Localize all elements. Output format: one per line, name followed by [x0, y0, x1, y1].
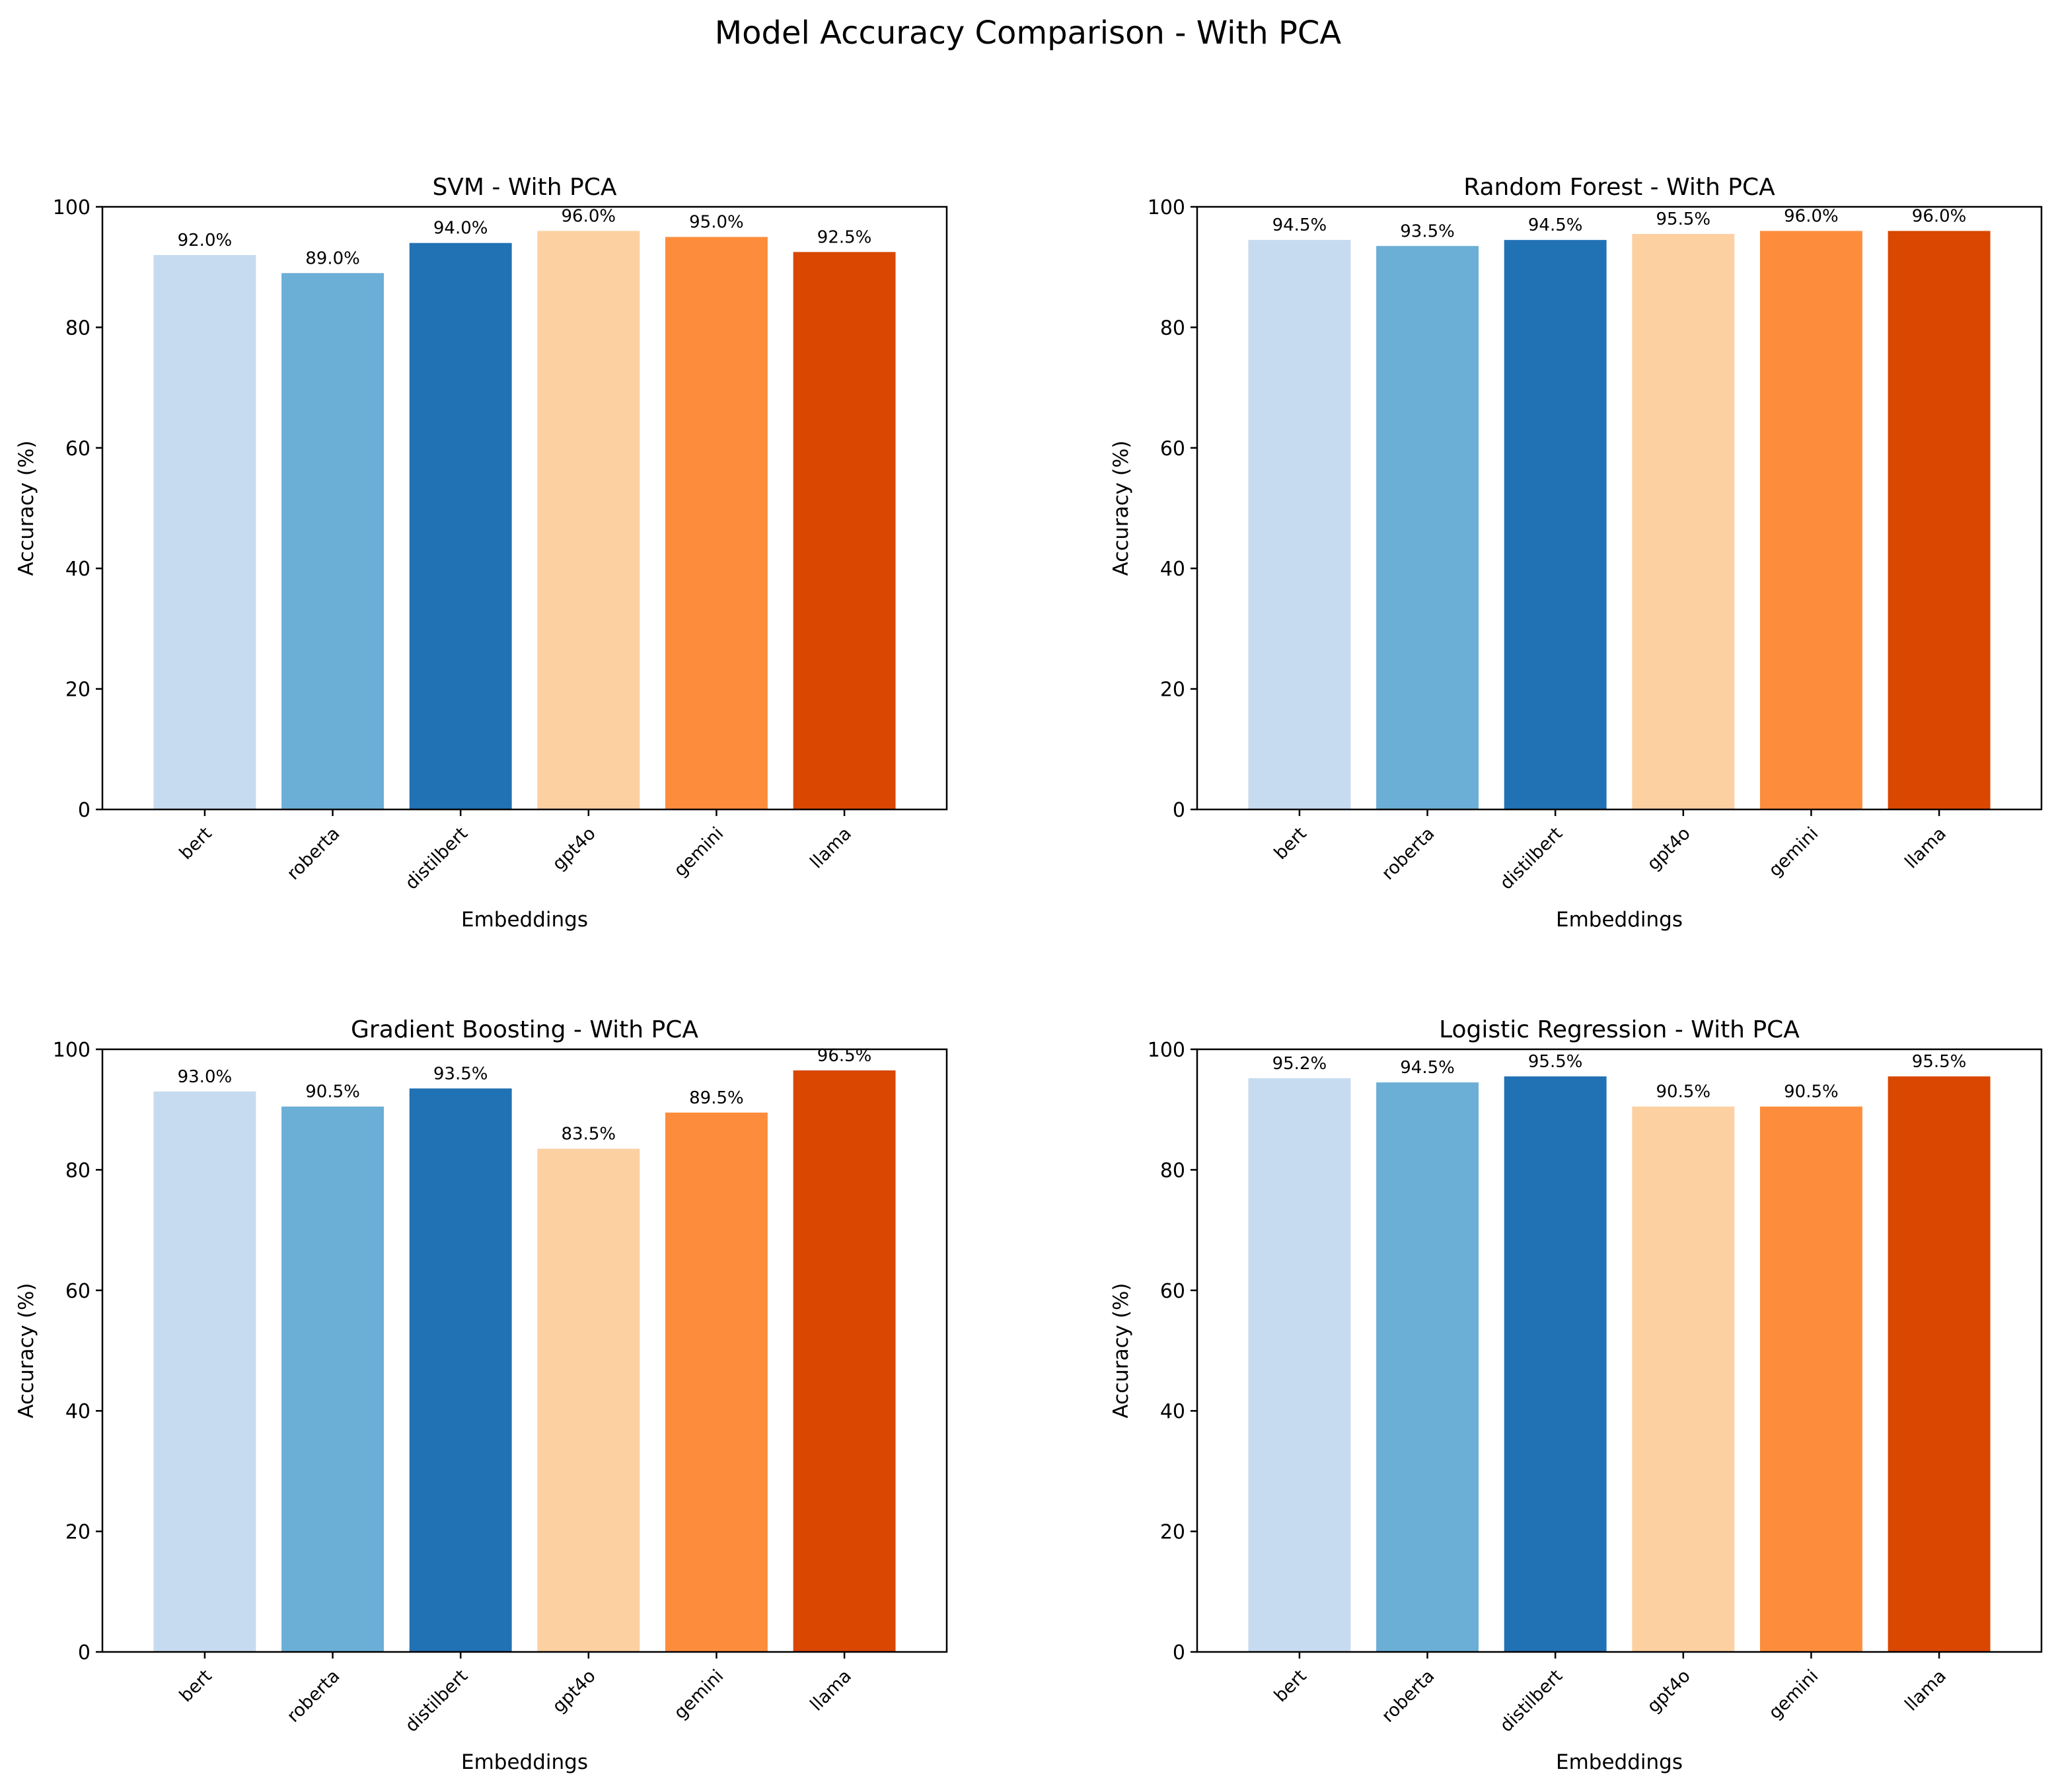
x-axis-label: Embeddings	[461, 1750, 588, 1774]
bar-distilbert	[1504, 240, 1607, 809]
y-tick-label: 0	[1173, 1641, 1185, 1664]
bar-value-label: 90.5%	[305, 1082, 360, 1102]
bar-value-label: 96.0%	[1912, 206, 1967, 226]
chart-title: Random Forest - With PCA	[1463, 174, 1775, 201]
bar-gpt4o	[1632, 234, 1735, 809]
bar-roberta	[1376, 1082, 1479, 1652]
y-axis-label: Accuracy (%)	[1109, 1283, 1133, 1418]
bar-gpt4o	[1632, 1106, 1735, 1652]
y-tick-label: 40	[1160, 558, 1185, 581]
chart-title: SVM - With PCA	[432, 174, 616, 201]
bar-value-label: 96.0%	[562, 206, 616, 226]
bar-value-label: 90.5%	[1656, 1082, 1711, 1102]
y-tick-label: 80	[1160, 317, 1185, 340]
y-tick-label: 60	[65, 1280, 91, 1303]
bar-bert	[1248, 240, 1351, 809]
bar-value-label: 95.5%	[1528, 1052, 1583, 1072]
axes-frame	[101, 1048, 948, 1653]
bar-roberta	[1376, 246, 1479, 809]
bar-value-label: 93.5%	[1400, 221, 1455, 241]
y-tick-label: 0	[78, 1641, 91, 1664]
bar-value-label: 96.0%	[1784, 206, 1839, 226]
bar-distilbert	[409, 243, 512, 810]
y-tick-label: 80	[1160, 1159, 1185, 1182]
bar-llama	[793, 1070, 896, 1652]
bar-value-label: 93.0%	[178, 1067, 233, 1087]
y-tick-label: 0	[78, 799, 91, 822]
x-axis-label: Embeddings	[461, 908, 588, 932]
bar-bert	[1248, 1078, 1351, 1652]
bar-value-label: 94.5%	[1400, 1058, 1455, 1078]
y-tick-label: 40	[65, 558, 91, 581]
chart-panels: 92.0% 89.0% 94.0% 96.0% 95.0% 92.5% 0 20 40 60 80 1…	[15, 174, 2043, 1774]
y-tick-label: 100	[1148, 196, 1185, 219]
y-axis-label: Accuracy (%)	[15, 1283, 38, 1418]
bar-value-label: 90.5%	[1784, 1082, 1839, 1102]
y-axis-label: Accuracy (%)	[15, 440, 38, 576]
bar-value-label: 92.0%	[178, 231, 233, 250]
bar-value-label: 83.5%	[562, 1124, 616, 1144]
bar-bert	[153, 1091, 256, 1652]
axes-frame	[1196, 205, 2043, 811]
bar-value-label: 94.5%	[1528, 215, 1583, 235]
bar-value-label: 94.5%	[1272, 215, 1327, 235]
bar-distilbert	[409, 1088, 512, 1652]
bar-llama	[1888, 1076, 1991, 1652]
bar-value-label: 95.0%	[689, 213, 744, 233]
bar-value-label: 92.5%	[817, 227, 872, 247]
bar-value-label: 89.0%	[305, 248, 360, 268]
bar-value-label: 95.5%	[1912, 1052, 1967, 1072]
bar-value-label: 89.5%	[689, 1088, 744, 1108]
y-tick-label: 100	[53, 196, 91, 219]
bar-roberta	[281, 273, 384, 809]
bar-value-label: 95.5%	[1656, 209, 1711, 229]
bar-llama	[1888, 231, 1991, 810]
bar-bert	[153, 254, 256, 810]
y-tick-label: 40	[1160, 1400, 1185, 1423]
x-axis-label: Embeddings	[1556, 1750, 1683, 1774]
bar-value-label: 95.2%	[1272, 1054, 1327, 1074]
y-tick-label: 80	[65, 317, 91, 340]
chart-panel-4: 95.2% 94.5% 95.5% 90.5% 90.5% 95.5% 0 20 40 60 80 1…	[1109, 1016, 2043, 1774]
chart-panel-3: 93.0%90.5%93.5%83.5%89.5%96.5%0204060801…	[15, 1016, 948, 1774]
bar-roberta	[281, 1106, 384, 1652]
bar-gpt4o	[537, 1148, 640, 1652]
bar-value-label: 93.5%	[433, 1064, 488, 1084]
y-tick-label: 100	[1148, 1039, 1185, 1062]
y-tick-label: 40	[65, 1400, 91, 1423]
y-axis-label: Accuracy (%)	[1109, 440, 1133, 576]
bar-gemini	[665, 237, 768, 810]
figure-suptitle: Model Accuracy Comparison - With PCA	[715, 15, 1342, 52]
bar-gpt4o	[537, 231, 640, 810]
axes-frame	[1196, 1048, 2043, 1653]
bar-distilbert	[1504, 1076, 1607, 1652]
y-tick-label: 60	[65, 437, 91, 461]
bar-gemini	[1760, 1106, 1862, 1652]
y-tick-label: 60	[1160, 1280, 1185, 1303]
y-tick-label: 20	[1160, 1521, 1185, 1544]
bar-llama	[793, 252, 896, 809]
chart-title: Gradient Boosting - With PCA	[351, 1016, 698, 1043]
y-tick-label: 0	[1173, 799, 1185, 822]
bar-gemini	[665, 1112, 768, 1652]
x-axis-label: Embeddings	[1556, 908, 1683, 932]
chart-panel-2: 94.5% 93.5% 94.5% 95.5% 96.0% 96.0% 0 20 40 60 80 1…	[1109, 174, 2043, 932]
bar-gemini	[1760, 231, 1862, 810]
y-tick-label: 20	[65, 679, 91, 702]
y-tick-label: 60	[1160, 437, 1185, 461]
y-tick-label: 100	[53, 1039, 91, 1062]
bar-value-label: 94.0%	[433, 219, 488, 239]
axes-frame	[101, 205, 948, 811]
chart-title: Logistic Regression - With PCA	[1439, 1016, 1800, 1043]
y-tick-label: 20	[65, 1521, 91, 1544]
y-tick-label: 20	[1160, 679, 1185, 702]
y-tick-label: 80	[65, 1159, 91, 1182]
